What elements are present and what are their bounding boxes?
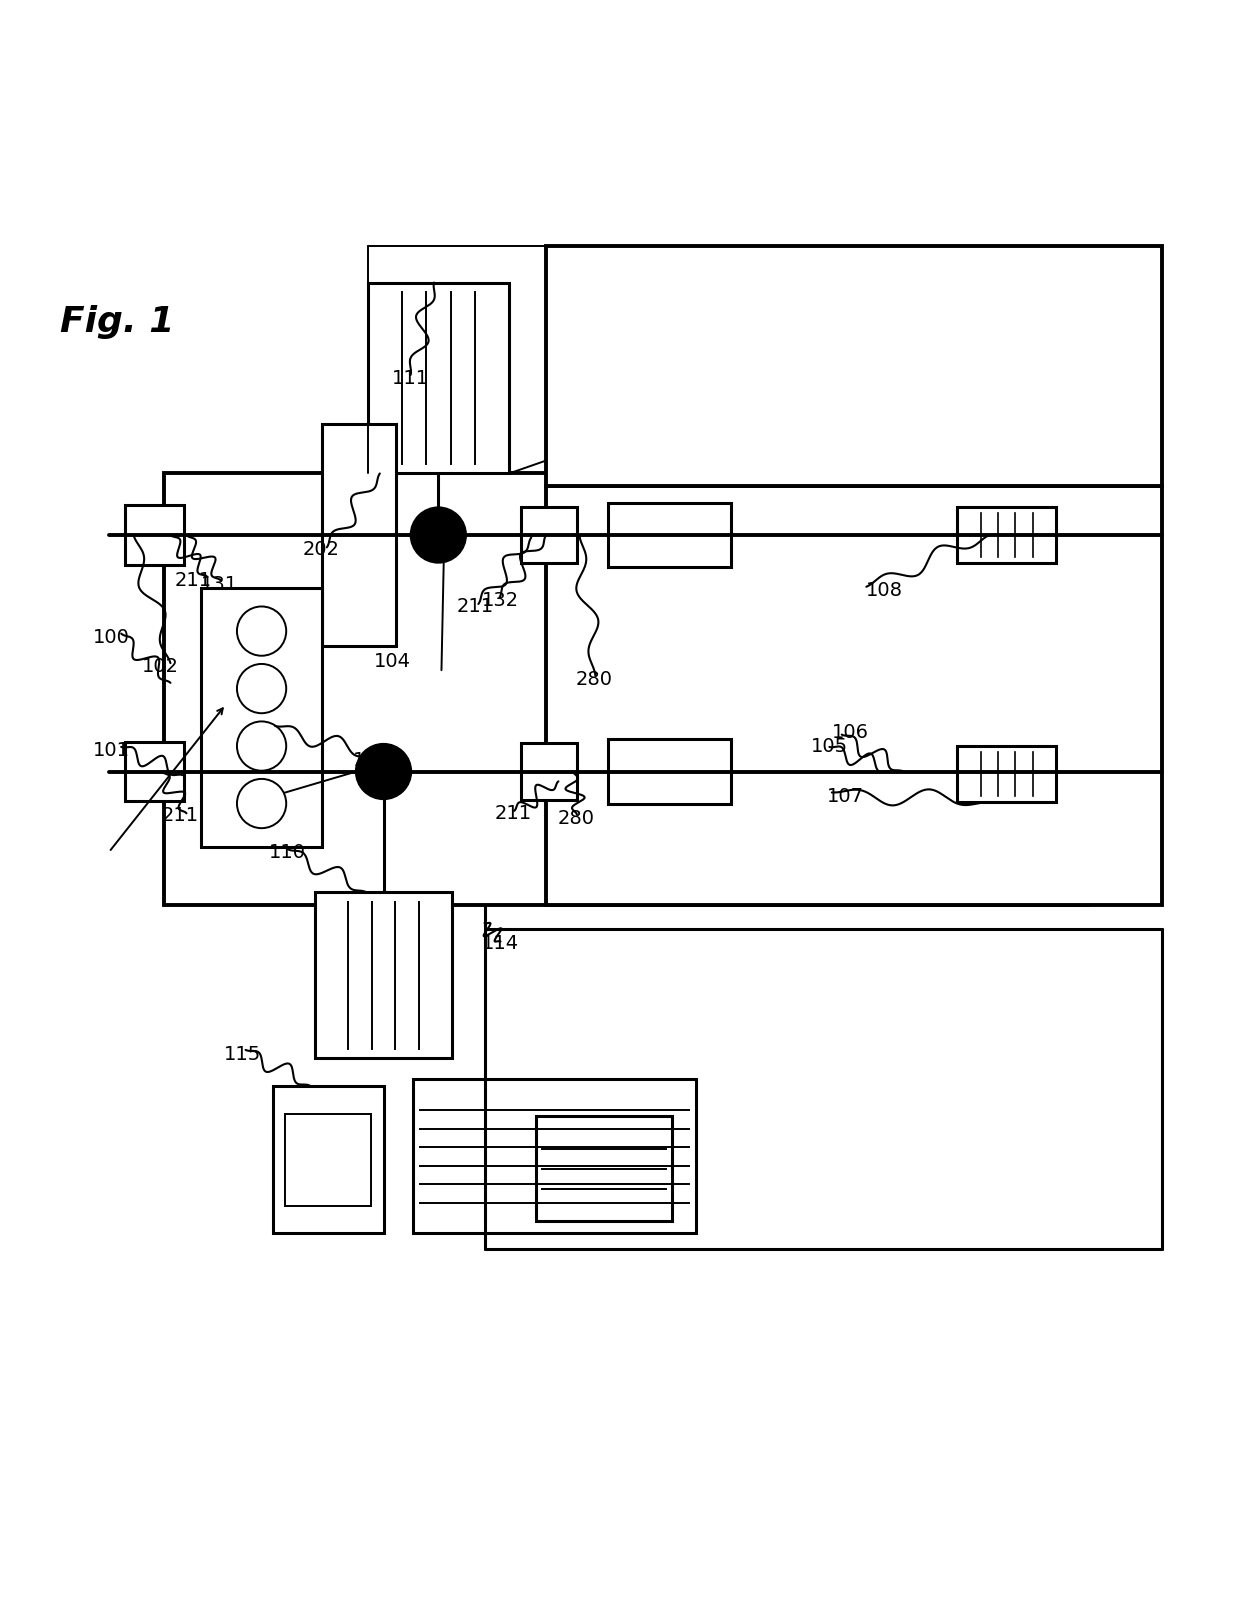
Bar: [546, 485, 1162, 904]
Text: 108: 108: [867, 580, 903, 600]
Text: 114: 114: [482, 935, 520, 953]
Bar: [957, 506, 1056, 563]
Text: 211: 211: [174, 571, 211, 590]
Text: 111: 111: [392, 369, 429, 388]
Text: 280: 280: [557, 809, 594, 829]
Bar: [413, 1080, 697, 1233]
Bar: [285, 1114, 371, 1206]
Text: 280: 280: [575, 669, 613, 688]
Text: 105: 105: [811, 737, 848, 756]
Text: 100: 100: [93, 627, 130, 646]
Bar: [536, 1117, 672, 1220]
Text: 104: 104: [373, 653, 410, 671]
Bar: [367, 282, 510, 474]
Text: 211: 211: [161, 806, 198, 825]
Bar: [322, 424, 396, 646]
Bar: [546, 245, 1162, 485]
Text: 101: 101: [93, 742, 130, 761]
Bar: [608, 503, 730, 567]
Text: 107: 107: [827, 787, 864, 806]
Circle shape: [412, 508, 465, 563]
Text: 211: 211: [456, 596, 494, 616]
Text: 110: 110: [269, 843, 306, 862]
Text: 103: 103: [352, 751, 389, 771]
Text: 132: 132: [482, 592, 520, 609]
Text: 131: 131: [201, 575, 238, 593]
Text: Fig. 1: Fig. 1: [60, 305, 174, 339]
Text: 102: 102: [143, 658, 179, 677]
Bar: [522, 506, 577, 563]
Bar: [125, 506, 184, 564]
Bar: [522, 743, 577, 800]
Circle shape: [237, 722, 286, 771]
Text: 115: 115: [223, 1045, 260, 1064]
Text: 202: 202: [303, 540, 340, 559]
Circle shape: [237, 606, 286, 656]
Bar: [125, 742, 184, 801]
Circle shape: [237, 664, 286, 713]
Circle shape: [237, 779, 286, 829]
Bar: [201, 588, 322, 846]
Text: 106: 106: [832, 722, 869, 742]
Bar: [957, 746, 1056, 803]
Bar: [164, 474, 1087, 904]
Bar: [608, 740, 730, 803]
Bar: [273, 1085, 383, 1233]
Bar: [315, 891, 453, 1059]
Circle shape: [356, 745, 410, 798]
Text: 211: 211: [495, 804, 532, 822]
